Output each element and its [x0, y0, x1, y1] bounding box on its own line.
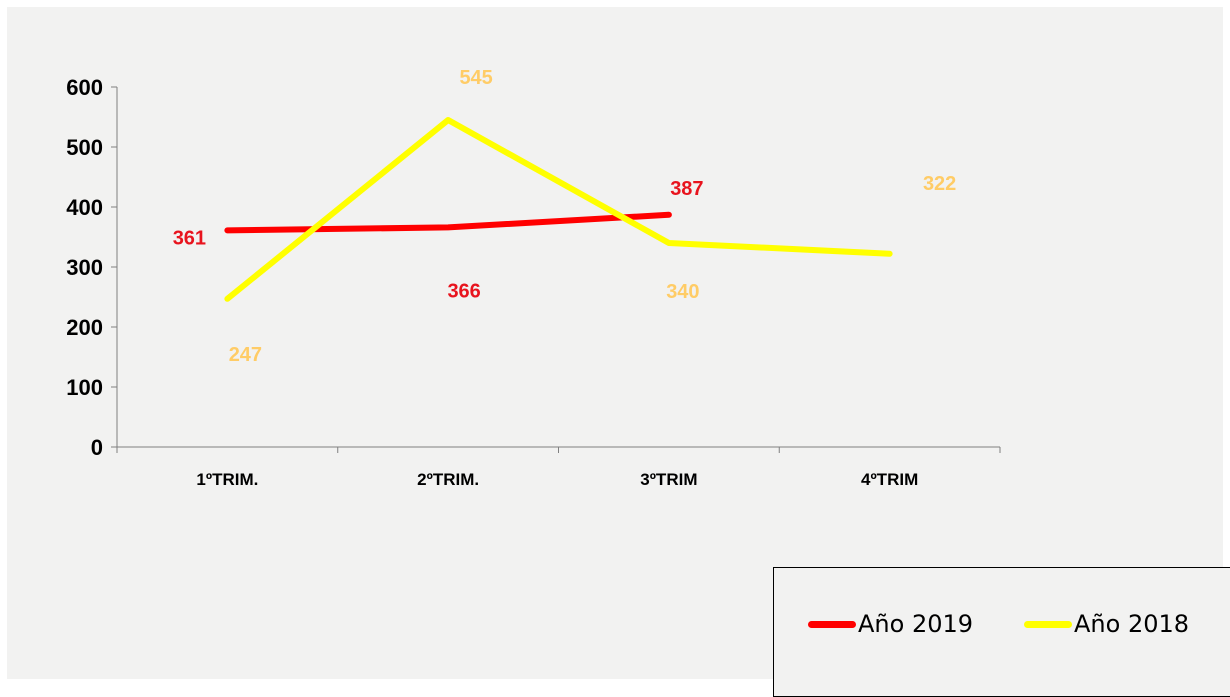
y-tick-label: 200 — [66, 315, 103, 340]
legend-label-2019: Año 2019 — [858, 610, 974, 638]
data-label: 387 — [670, 178, 703, 200]
y-tick-label: 100 — [66, 375, 103, 400]
y-tick-label: 400 — [66, 195, 103, 220]
chart-canvas: 0 100 200 300 400 500 600 1ºTRIM. 2ºTRIM. 3ºTRIM 4… — [7, 7, 1230, 697]
series-line-0 — [224, 211, 672, 234]
data-label: 361 — [173, 227, 206, 249]
y-tick-label: 300 — [66, 255, 103, 280]
legend-entry-2018: Año 2018 — [1024, 610, 1189, 638]
x-tick-label: 3ºTRIM — [640, 470, 697, 489]
chart-legend: Año 2019 Año 2018 — [773, 567, 1230, 697]
x-tick-label: 4ºTRIM — [861, 470, 918, 489]
data-label: 545 — [459, 67, 492, 89]
y-tick-label: 600 — [66, 75, 103, 100]
x-tick-label: 1ºTRIM. — [196, 470, 258, 489]
y-tick-label: 0 — [91, 435, 103, 460]
data-label: 247 — [229, 344, 262, 366]
data-label: 340 — [666, 281, 699, 303]
data-label: 366 — [447, 280, 480, 302]
legend-swatch-2018 — [1024, 620, 1072, 628]
legend-swatch-2019 — [808, 620, 856, 628]
legend-label-2018: Año 2018 — [1074, 610, 1190, 638]
line-chart: 0 100 200 300 400 500 600 1ºTRIM. 2ºTRIM. 3ºTRIM 4… — [66, 67, 1001, 489]
x-tick-label: 2ºTRIM. — [417, 470, 479, 489]
legend-entry-2019: Año 2019 — [808, 610, 973, 638]
y-tick-label: 500 — [66, 135, 103, 160]
series-line-1 — [224, 117, 893, 302]
data-label: 322 — [923, 173, 956, 195]
